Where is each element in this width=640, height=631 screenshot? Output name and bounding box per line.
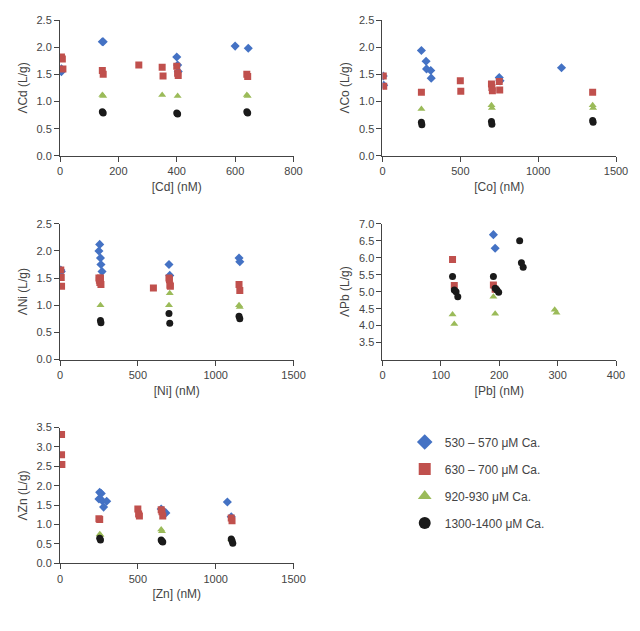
svg-text:0: 0 [57,573,63,585]
svg-text:[Ni] (nM): [Ni] (nM) [154,384,200,398]
svg-text:6.0: 6.0 [359,252,374,264]
svg-text:[Pb] (nM): [Pb] (nM) [475,384,524,398]
svg-text:0: 0 [57,369,63,381]
svg-text:5.0: 5.0 [359,286,374,298]
svg-text:2.5: 2.5 [359,14,374,26]
svg-text:4.5: 4.5 [359,303,374,315]
svg-text:1.5: 1.5 [359,68,374,80]
svg-text:2.0: 2.0 [37,41,52,53]
svg-text:2.5: 2.5 [37,460,52,472]
svg-text:[Co] (nM): [Co] (nM) [474,180,524,194]
svg-text:3.5: 3.5 [37,421,52,433]
svg-text:800: 800 [284,165,302,177]
svg-text:0: 0 [379,369,385,381]
svg-text:3.5: 3.5 [359,336,374,348]
svg-text:0.0: 0.0 [359,150,374,162]
svg-text:1.0: 1.0 [37,299,52,311]
svg-text:1.0: 1.0 [359,95,374,107]
svg-text:530 – 570 μM Ca.: 530 – 570 μM Ca. [445,436,541,450]
svg-text:0.0: 0.0 [37,150,52,162]
svg-text:1500: 1500 [604,165,628,177]
svg-text:0.0: 0.0 [37,557,52,569]
svg-text:2.5: 2.5 [37,218,52,230]
svg-text:500: 500 [129,573,147,585]
svg-text:ΛCd (L/g): ΛCd (L/g) [16,62,30,113]
svg-text:1.5: 1.5 [37,499,52,511]
svg-text:1500: 1500 [281,369,305,381]
svg-text:630 – 700 μM Ca.: 630 – 700 μM Ca. [445,463,541,477]
svg-text:3.0: 3.0 [37,441,52,453]
svg-text:200: 200 [109,165,127,177]
svg-text:1.0: 1.0 [37,95,52,107]
svg-text:1.0: 1.0 [37,518,52,530]
svg-text:ΛPb (L/g): ΛPb (L/g) [338,266,352,317]
svg-text:7.0: 7.0 [359,218,374,230]
svg-text:500: 500 [129,369,147,381]
svg-text:0.0: 0.0 [37,353,52,365]
svg-text:600: 600 [226,165,244,177]
svg-text:920-930 μM Ca.: 920-930 μM Ca. [445,490,531,504]
svg-text:ΛCo (L/g): ΛCo (L/g) [338,62,352,113]
svg-text:[Cd] (nM): [Cd] (nM) [152,180,202,194]
svg-text:1000: 1000 [203,369,227,381]
svg-text:2.5: 2.5 [37,14,52,26]
svg-text:5.5: 5.5 [359,269,374,281]
svg-text:400: 400 [607,369,625,381]
svg-text:1000: 1000 [203,573,227,585]
svg-text:2.0: 2.0 [37,245,52,257]
svg-text:300: 300 [548,369,566,381]
svg-text:6.5: 6.5 [359,235,374,247]
svg-text:0.5: 0.5 [37,538,52,550]
svg-text:0: 0 [379,165,385,177]
svg-text:0.5: 0.5 [37,326,52,338]
svg-text:2.0: 2.0 [37,480,52,492]
svg-text:[Zn] (nM): [Zn] (nM) [152,587,201,601]
svg-text:1.5: 1.5 [37,68,52,80]
svg-text:0: 0 [57,165,63,177]
svg-text:1500: 1500 [281,573,305,585]
svg-text:ΛNi (L/g): ΛNi (L/g) [16,268,30,315]
svg-text:1300-1400 μM Ca.: 1300-1400 μM Ca. [445,517,545,531]
svg-text:1.5: 1.5 [37,272,52,284]
svg-text:1000: 1000 [526,165,550,177]
svg-text:100: 100 [432,369,450,381]
svg-text:200: 200 [490,369,508,381]
svg-text:0.5: 0.5 [37,123,52,135]
svg-text:500: 500 [451,165,469,177]
svg-text:0.5: 0.5 [359,123,374,135]
svg-text:ΛZn (L/g): ΛZn (L/g) [16,470,30,520]
svg-text:2.0: 2.0 [359,41,374,53]
svg-text:400: 400 [168,165,186,177]
svg-text:4.0: 4.0 [359,319,374,331]
